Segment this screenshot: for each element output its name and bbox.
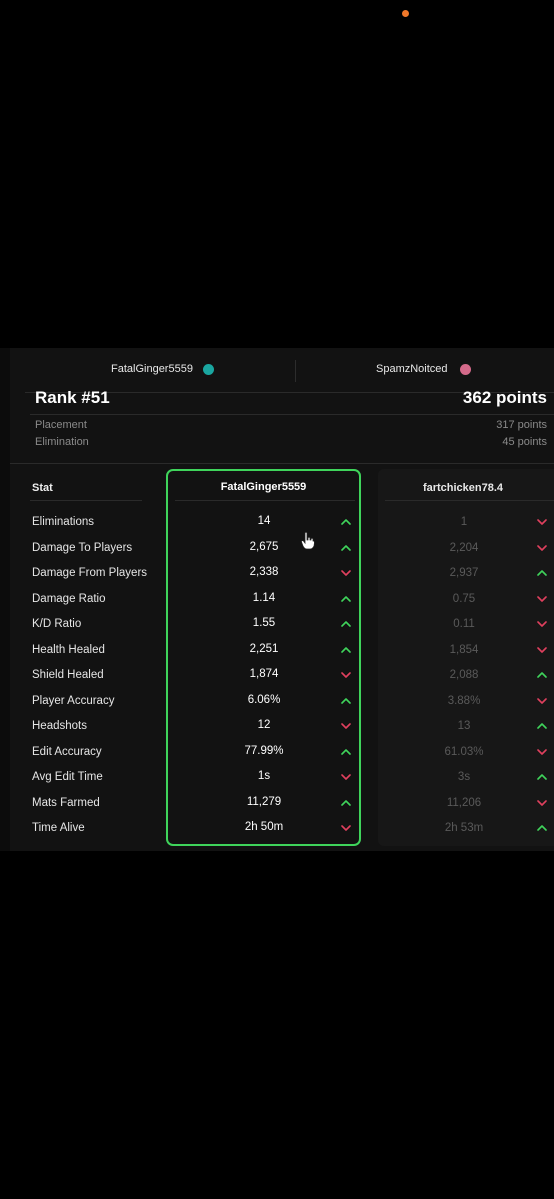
- chevron-up-icon: [341, 619, 351, 629]
- player1-stat-value: 14: [257, 515, 271, 527]
- divider: [25, 392, 554, 393]
- player1-stat-value: 11,279: [246, 796, 282, 808]
- chevron-down-icon: [537, 696, 547, 706]
- chevron-up-icon: [341, 543, 351, 553]
- player2-stat-value: 1: [460, 516, 468, 528]
- chevron-up-icon: [341, 696, 351, 706]
- divider: [175, 500, 355, 501]
- divider: [30, 500, 142, 501]
- stat-label: Player Accuracy: [32, 695, 115, 707]
- panel-edge: [0, 348, 10, 851]
- player2-stat-value: 2,937: [449, 567, 479, 579]
- player2-stat-value: 1,854: [449, 644, 479, 656]
- player2-stat-value: 0.75: [452, 593, 476, 605]
- player2-column-header[interactable]: fartchicken78.4: [422, 482, 504, 494]
- chevron-down-icon: [341, 670, 351, 680]
- chevron-up-icon: [537, 670, 547, 680]
- stat-label: Headshots: [32, 720, 87, 732]
- players-header: FatalGinger5559 SpamzNoitced: [10, 348, 554, 390]
- chevron-down-icon: [537, 619, 547, 629]
- stat-label: Damage From Players: [32, 567, 148, 579]
- player1-stat-value: 1,874: [249, 668, 279, 680]
- player2-stat-value: 2,088: [449, 669, 479, 681]
- player2-stat-value: 13: [457, 720, 471, 732]
- stat-header: Stat: [32, 482, 53, 494]
- chevron-down-icon: [537, 594, 547, 604]
- player2-column: [378, 469, 554, 846]
- chevron-up-icon: [341, 594, 351, 604]
- stat-label: Time Alive: [32, 822, 85, 834]
- chevron-down-icon: [537, 645, 547, 655]
- player1-stat-value: 2,251: [249, 643, 279, 655]
- divider: [295, 360, 296, 382]
- stat-label: Edit Accuracy: [32, 746, 102, 758]
- hand-pointer-icon: [301, 531, 315, 555]
- player2-stat-value: 2h 53m: [444, 822, 484, 834]
- chevron-up-icon: [341, 645, 351, 655]
- player1-stat-value: 1.55: [252, 617, 276, 629]
- player1-stat-value: 6.06%: [247, 694, 281, 706]
- chevron-down-icon: [537, 798, 547, 808]
- player1-stat-value: 2,338: [249, 566, 279, 578]
- divider: [385, 500, 554, 501]
- placement-label: Placement: [35, 419, 87, 431]
- stat-label: Avg Edit Time: [32, 771, 103, 783]
- player2-stat-value: 0.11: [453, 618, 475, 630]
- chevron-down-icon: [341, 568, 351, 578]
- chevron-down-icon: [341, 823, 351, 833]
- chevron-down-icon: [341, 772, 351, 782]
- stat-label: Mats Farmed: [32, 797, 100, 809]
- player2-stat-value: 2,204: [449, 542, 479, 554]
- chevron-down-icon: [341, 721, 351, 731]
- chevron-down-icon: [537, 543, 547, 553]
- stat-label: Health Healed: [32, 644, 105, 656]
- placement-value: 317 points: [496, 419, 547, 431]
- stat-label: K/D Ratio: [32, 618, 82, 630]
- chevron-up-icon: [341, 517, 351, 527]
- player1-stat-value: 1s: [257, 770, 271, 782]
- chevron-up-icon: [537, 721, 547, 731]
- chevron-up-icon: [537, 568, 547, 578]
- rank-label: Rank #51: [35, 388, 110, 407]
- divider: [30, 414, 554, 415]
- player2-stat-value: 61.03%: [444, 746, 484, 758]
- flag-icon: [460, 364, 471, 375]
- player2-stat-value: 3.88%: [447, 695, 481, 707]
- player1-stat-value: 2h 50m: [244, 821, 284, 833]
- player2-stat-value: 11,206: [446, 797, 482, 809]
- status-dot-icon: [402, 10, 409, 17]
- player1-column-highlight: [166, 469, 361, 846]
- stat-label: Shield Healed: [32, 669, 104, 681]
- chevron-down-icon: [537, 517, 547, 527]
- player2-name[interactable]: SpamzNoitced: [376, 363, 448, 375]
- total-points: 362 points: [462, 388, 547, 407]
- stat-label: Eliminations: [32, 516, 94, 528]
- globe-icon: [203, 364, 214, 375]
- chevron-up-icon: [341, 798, 351, 808]
- chevron-up-icon: [537, 772, 547, 782]
- stat-label: Damage Ratio: [32, 593, 106, 605]
- player1-column-header[interactable]: FatalGinger5559: [220, 481, 307, 493]
- player1-stat-value: 12: [257, 719, 271, 731]
- player2-stat-value: 3s: [457, 771, 471, 783]
- chevron-down-icon: [537, 747, 547, 757]
- player1-stat-value: 1.14: [252, 592, 276, 604]
- chevron-up-icon: [537, 823, 547, 833]
- player1-stat-value: 77.99%: [244, 745, 284, 757]
- stat-label: Damage To Players: [32, 542, 133, 554]
- elimination-label: Elimination: [35, 436, 89, 448]
- player1-name[interactable]: FatalGinger5559: [111, 363, 193, 375]
- chevron-up-icon: [341, 747, 351, 757]
- divider: [10, 463, 554, 464]
- player1-stat-value: 2,675: [249, 541, 279, 553]
- elimination-value: 45 points: [502, 436, 547, 448]
